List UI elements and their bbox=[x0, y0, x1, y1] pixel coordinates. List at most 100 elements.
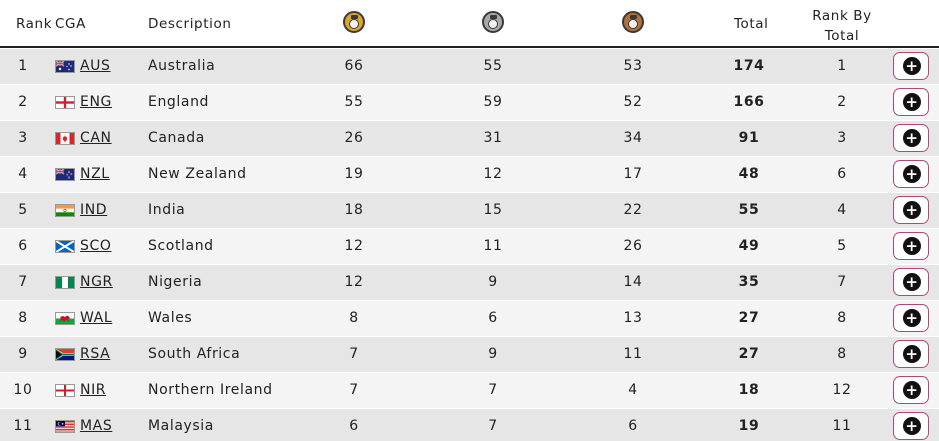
rank-cell: 5 bbox=[18, 202, 28, 218]
bronze-count-cell: 11 bbox=[623, 346, 643, 362]
silver-count-cell: 15 bbox=[483, 202, 503, 218]
plus-circle-icon: + bbox=[903, 57, 921, 75]
total-cell: 35 bbox=[738, 274, 760, 290]
bronze-count-cell: 4 bbox=[628, 382, 638, 398]
column-header-cga: CGA bbox=[55, 16, 86, 32]
new-zealand-flag-icon bbox=[55, 168, 75, 181]
cga-code-link[interactable]: AUS bbox=[80, 58, 111, 74]
malaysia-flag-icon bbox=[55, 420, 75, 433]
total-cell: 49 bbox=[738, 238, 760, 254]
gold-count-cell: 55 bbox=[344, 94, 364, 110]
description-cell: South Africa bbox=[148, 346, 241, 362]
column-header-rank-by-total: Rank By Total bbox=[797, 6, 887, 46]
expand-row-button[interactable]: + bbox=[893, 232, 929, 260]
column-header-total: Total bbox=[734, 16, 769, 32]
rank-cell: 3 bbox=[18, 130, 28, 146]
plus-circle-icon: + bbox=[903, 381, 921, 399]
silver-count-cell: 11 bbox=[483, 238, 503, 254]
column-header-rank: Rank bbox=[16, 16, 53, 32]
rank-by-total-cell: 4 bbox=[837, 202, 847, 218]
cga-code-link[interactable]: CAN bbox=[80, 130, 112, 146]
south-africa-flag-icon bbox=[55, 348, 75, 361]
expand-row-button[interactable]: + bbox=[893, 88, 929, 116]
table-row: 11 MAS Malaysia 6 7 6 19 11 + bbox=[0, 409, 939, 441]
rank-by-total-cell: 5 bbox=[837, 238, 847, 254]
cga-code-link[interactable]: RSA bbox=[80, 346, 111, 362]
bronze-count-cell: 34 bbox=[623, 130, 643, 146]
northern-ireland-flag-icon bbox=[55, 384, 75, 397]
cga-code-link[interactable]: SCO bbox=[80, 238, 112, 254]
gold-count-cell: 18 bbox=[344, 202, 364, 218]
table-row: 9 RSA South Africa 7 9 11 27 8 + bbox=[0, 337, 939, 373]
description-cell: Northern Ireland bbox=[148, 382, 273, 398]
gold-count-cell: 26 bbox=[344, 130, 364, 146]
table-row: 8 WAL Wales 8 6 13 27 8 + bbox=[0, 301, 939, 337]
column-header-description: Description bbox=[148, 16, 232, 32]
rank-by-total-cell: 12 bbox=[832, 382, 852, 398]
expand-row-button[interactable]: + bbox=[893, 340, 929, 368]
rank-by-total-cell: 11 bbox=[832, 418, 852, 434]
rank-cell: 6 bbox=[18, 238, 28, 254]
expand-row-button[interactable]: + bbox=[893, 160, 929, 188]
plus-circle-icon: + bbox=[903, 417, 921, 435]
cga-code-link[interactable]: IND bbox=[80, 202, 108, 218]
bronze-medal-icon bbox=[622, 11, 644, 33]
description-cell: India bbox=[148, 202, 186, 218]
australia-flag-icon bbox=[55, 60, 75, 73]
total-cell: 18 bbox=[738, 382, 760, 398]
canada-flag-icon bbox=[55, 132, 75, 145]
bronze-count-cell: 52 bbox=[623, 94, 643, 110]
total-cell: 174 bbox=[733, 58, 765, 74]
bronze-count-cell: 22 bbox=[623, 202, 643, 218]
expand-row-button[interactable]: + bbox=[893, 412, 929, 440]
silver-count-cell: 7 bbox=[488, 418, 498, 434]
england-flag-icon bbox=[55, 96, 75, 109]
rank-by-total-line2: Total bbox=[824, 28, 860, 44]
plus-circle-icon: + bbox=[903, 165, 921, 183]
bronze-count-cell: 14 bbox=[623, 274, 643, 290]
gold-count-cell: 12 bbox=[344, 274, 364, 290]
cga-code-link[interactable]: NZL bbox=[80, 166, 110, 182]
rank-cell: 2 bbox=[18, 94, 28, 110]
expand-row-button[interactable]: + bbox=[893, 124, 929, 152]
expand-row-button[interactable]: + bbox=[893, 196, 929, 224]
gold-count-cell: 7 bbox=[349, 382, 359, 398]
rank-by-total-line1: Rank By bbox=[812, 8, 872, 24]
cga-code-link[interactable]: MAS bbox=[80, 418, 113, 434]
rank-cell: 10 bbox=[13, 382, 33, 398]
cga-code-link[interactable]: ENG bbox=[80, 94, 112, 110]
bronze-count-cell: 13 bbox=[623, 310, 643, 326]
wales-flag-icon bbox=[55, 312, 75, 325]
gold-medal-icon bbox=[343, 11, 365, 33]
rank-by-total-cell: 6 bbox=[837, 166, 847, 182]
table-row: 1 AUS Australia 66 55 53 174 1 + bbox=[0, 49, 939, 85]
silver-count-cell: 9 bbox=[488, 346, 498, 362]
rank-cell: 8 bbox=[18, 310, 28, 326]
expand-row-button[interactable]: + bbox=[893, 376, 929, 404]
total-cell: 91 bbox=[738, 130, 760, 146]
rank-cell: 9 bbox=[18, 346, 28, 362]
description-cell: New Zealand bbox=[148, 166, 247, 182]
silver-count-cell: 12 bbox=[483, 166, 503, 182]
expand-row-button[interactable]: + bbox=[893, 52, 929, 80]
bronze-count-cell: 17 bbox=[623, 166, 643, 182]
plus-circle-icon: + bbox=[903, 201, 921, 219]
table-row: 10 NIR Northern Ireland 7 7 4 18 12 + bbox=[0, 373, 939, 409]
description-cell: Scotland bbox=[148, 238, 214, 254]
plus-circle-icon: + bbox=[903, 345, 921, 363]
expand-row-button[interactable]: + bbox=[893, 268, 929, 296]
gold-count-cell: 19 bbox=[344, 166, 364, 182]
cga-code-link[interactable]: WAL bbox=[80, 310, 113, 326]
total-cell: 48 bbox=[738, 166, 760, 182]
table-row: 2 ENG England 55 59 52 166 2 + bbox=[0, 85, 939, 121]
plus-circle-icon: + bbox=[903, 273, 921, 291]
cga-code-link[interactable]: NGR bbox=[80, 274, 113, 290]
expand-row-button[interactable]: + bbox=[893, 304, 929, 332]
silver-count-cell: 6 bbox=[488, 310, 498, 326]
cga-code-link[interactable]: NIR bbox=[80, 382, 107, 398]
total-cell: 55 bbox=[738, 202, 760, 218]
gold-count-cell: 8 bbox=[349, 310, 359, 326]
plus-circle-icon: + bbox=[903, 129, 921, 147]
total-cell: 27 bbox=[738, 310, 760, 326]
